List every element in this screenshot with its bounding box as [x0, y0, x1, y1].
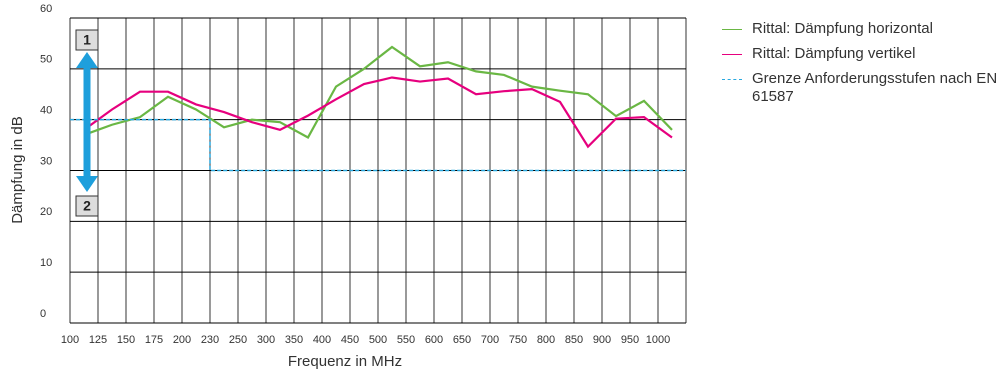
y-tick-label: 0 — [40, 308, 46, 320]
x-tick-label: 850 — [565, 334, 583, 346]
annotation-label: 2 — [83, 198, 91, 214]
legend-swatch — [722, 79, 742, 80]
arrow-head — [76, 176, 98, 192]
legend-item: Grenze Anforderungsstufen nach EN 61587 — [722, 70, 1002, 106]
arrow-head — [76, 52, 98, 68]
series-line — [70, 118, 686, 172]
x-tick-label: 100 — [61, 334, 79, 346]
y-tick-label: 60 — [40, 3, 52, 15]
x-tick-label: 650 — [453, 334, 471, 346]
x-tick-label: 750 — [509, 334, 527, 346]
legend-swatch — [722, 54, 742, 55]
x-tick-label: 500 — [369, 334, 387, 346]
y-axis-label: Dämpfung in dB — [9, 116, 26, 224]
y-tick-label: 10 — [40, 257, 52, 269]
legend: Rittal: Dämpfung horizontal Rittal: Dämpf… — [722, 20, 1002, 113]
x-tick-label: 230 — [201, 334, 219, 346]
x-tick-label: 300 — [257, 334, 275, 346]
x-tick-label: 125 — [89, 334, 107, 346]
legend-label: Grenze Anforderungsstufen nach EN 61587 — [752, 70, 998, 105]
series-line — [83, 45, 673, 139]
legend-label: Rittal: Dämpfung vertikel — [752, 45, 916, 62]
annotation-box — [75, 195, 99, 217]
x-tick-label: 900 — [593, 334, 611, 346]
x-tick-label: 700 — [481, 334, 499, 346]
x-tick-label: 600 — [425, 334, 443, 346]
y-tick-label: 40 — [40, 105, 52, 117]
x-tick-label: 250 — [229, 334, 247, 346]
annotation-box — [75, 29, 99, 51]
x-tick-label: 800 — [537, 334, 555, 346]
series-line — [83, 76, 673, 149]
legend-swatch — [722, 29, 742, 30]
legend-item: Rittal: Dämpfung vertikel — [722, 45, 1002, 63]
x-tick-label: 1000 — [646, 334, 670, 346]
chart: Dämpfung in dB Frequenz in MHz 0 10 20 30 40… — [9, 3, 687, 370]
x-tick-label: 200 — [173, 334, 191, 346]
x-tick-label: 450 — [341, 334, 359, 346]
x-tick-label: 950 — [621, 334, 639, 346]
x-tick-label: 350 — [285, 334, 303, 346]
x-axis-label: Frequenz in MHz — [288, 353, 402, 370]
legend-item: Rittal: Dämpfung horizontal — [722, 20, 1002, 38]
y-tick-label: 50 — [40, 54, 52, 66]
legend-label: Rittal: Dämpfung horizontal — [752, 20, 933, 37]
x-tick-label: 175 — [145, 334, 163, 346]
x-tick-label: 150 — [117, 334, 135, 346]
annotation-label: 1 — [83, 32, 91, 48]
y-tick-label: 20 — [40, 206, 52, 218]
y-tick-label: 30 — [40, 155, 52, 167]
x-tick-label: 550 — [397, 334, 415, 346]
x-tick-label: 400 — [313, 334, 331, 346]
